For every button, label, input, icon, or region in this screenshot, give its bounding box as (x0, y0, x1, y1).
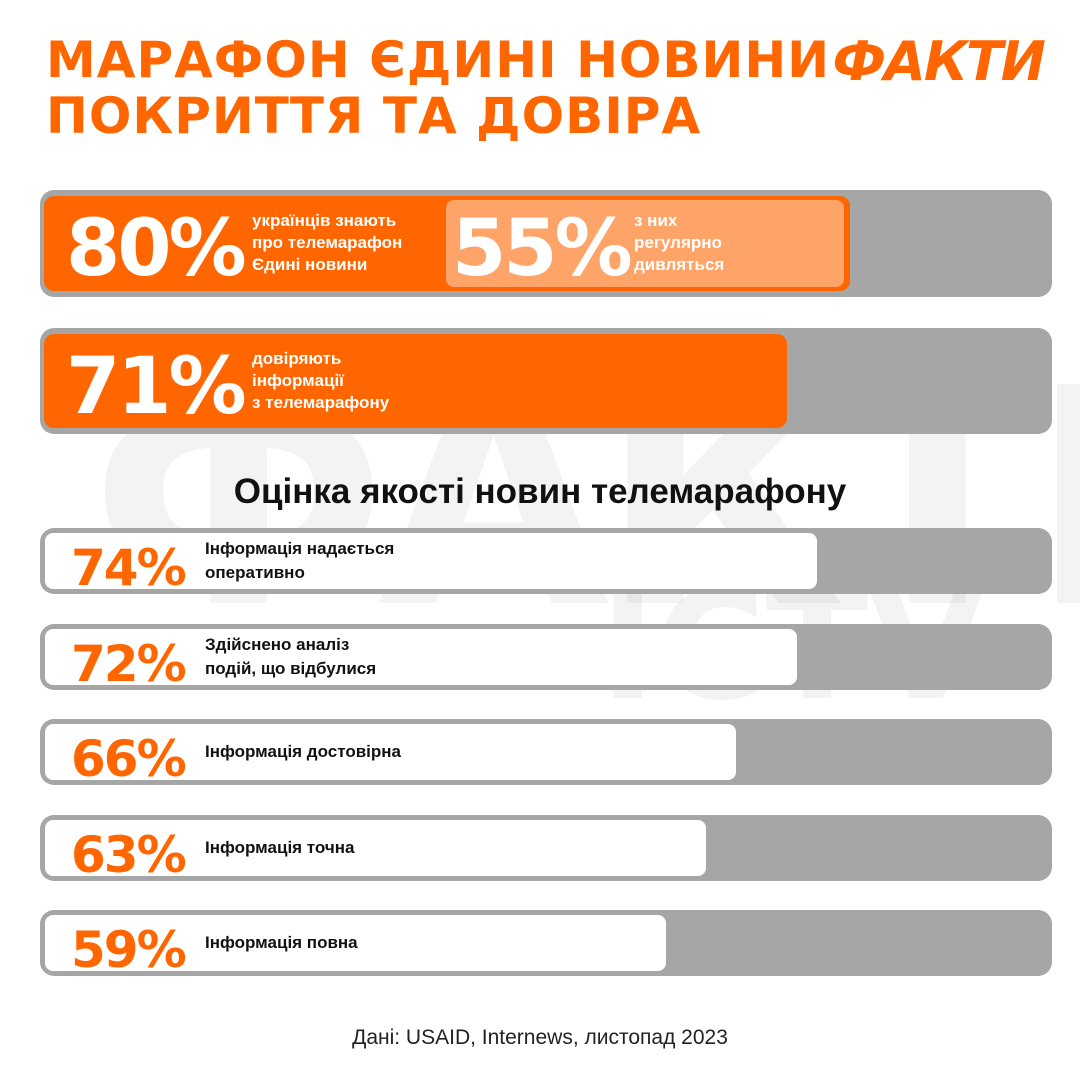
quality-value: 72% (71, 635, 187, 693)
quality-bar: 63% Інформація точна (45, 820, 706, 884)
quality-value: 63% (71, 826, 187, 884)
trust-desc: довіряють інформації з телемарафону (252, 349, 390, 412)
quality-track: 63% Інформація точна (40, 815, 1052, 884)
quality-label: Інформація повна (205, 933, 358, 952)
quality-label: Інформація точна (205, 838, 355, 857)
quality-bar: 66% Інформація достовірна (45, 724, 736, 788)
fakty-logo: ФАКТИ (832, 30, 1046, 93)
watch-value: 55% (452, 204, 633, 294)
awareness-value: 80% (66, 204, 247, 294)
quality-value: 74% (71, 539, 187, 597)
quality-value: 66% (71, 730, 187, 788)
source-footer: Дані: USAID, Internews, листопад 2023 (352, 1026, 728, 1049)
quality-label: Інформація надається оперативно (205, 539, 395, 582)
quality-track: 72% Здійснено аналіз подій, що відбулися (40, 624, 1052, 693)
awareness-bar: 80% українців знають про телемарафон Єдині… (44, 196, 850, 294)
quality-label: Інформація достовірна (205, 742, 401, 761)
title-line-1: МАРАФОН ЄДИНІ НОВИНИ (46, 31, 831, 89)
quality-bar: 59% Інформація повна (45, 915, 666, 979)
trust-value: 71% (66, 342, 247, 432)
quality-label: Здійснено аналіз подій, що відбулися (205, 635, 377, 678)
trust-bar: 71% довіряють інформації з телемарафону (44, 334, 787, 432)
quality-track: 74% Інформація надається оперативно (40, 528, 1052, 597)
awareness-track: 80% українців знають про телемарафон Єдині… (40, 190, 1052, 297)
quality-bar: 72% Здійснено аналіз подій, що відбулися (45, 629, 797, 693)
page-title: МАРАФОН ЄДИНІ НОВИНИ ПОКРИТТЯ ТА ДОВІРА (46, 32, 830, 144)
title-line-2: ПОКРИТТЯ ТА ДОВІРА (46, 87, 702, 145)
section-title: Оцінка якості новин телемарафону (233, 472, 847, 511)
watch-desc: з них регулярно дивляться (634, 211, 725, 274)
watch-bar: 55% з них регулярно дивляться (446, 200, 844, 294)
quality-bar: 74% Інформація надається оперативно (45, 533, 817, 597)
awareness-desc: українців знають про телемарафон Єдині нов… (252, 211, 403, 274)
quality-track: 59% Інформація повна (40, 910, 1052, 979)
trust-track: 71% довіряють інформації з телемарафону (40, 328, 1052, 434)
quality-value: 59% (71, 921, 187, 979)
quality-track: 66% Інформація достовірна (40, 719, 1052, 788)
